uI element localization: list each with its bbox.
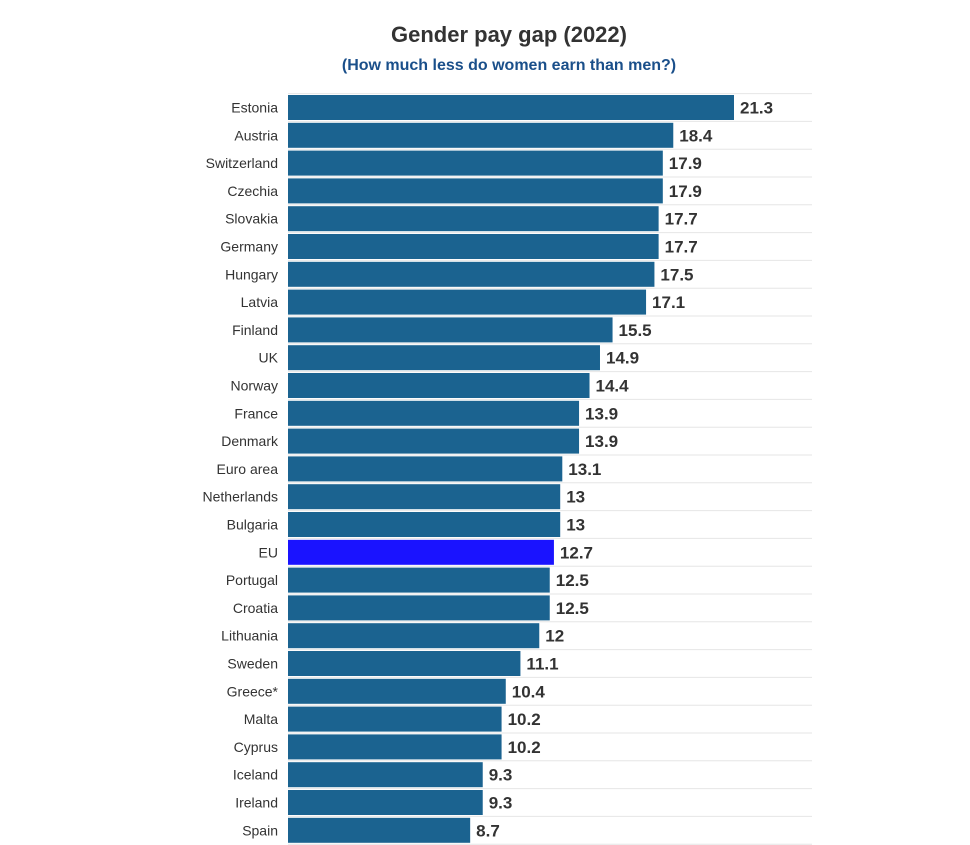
category-label: Lithuania (221, 628, 278, 644)
category-label: Latvia (241, 294, 279, 310)
bar-uk (288, 345, 600, 371)
category-label: France (234, 405, 278, 421)
category-label: Cyprus (234, 739, 278, 755)
category-label: Portugal (226, 572, 278, 588)
value-label: 13 (566, 516, 585, 535)
value-label: 17.9 (669, 154, 702, 173)
bar-denmark (288, 428, 580, 454)
value-label: 13.9 (585, 404, 618, 423)
category-label: Iceland (233, 767, 278, 783)
bar-malta (288, 706, 502, 732)
category-label: Slovakia (225, 211, 278, 227)
chart-title: Gender pay gap (2022) (391, 22, 627, 47)
category-label: EU (259, 544, 278, 560)
category-label: Croatia (233, 600, 278, 616)
category-label: Czechia (227, 183, 278, 199)
value-labels: 21.3 18.4 17.9 17.9 17.7 17.7 17.5 17.115.5 14.9… (476, 99, 773, 841)
bar-estonia (288, 95, 734, 120)
category-labels: Estonia Austria Switzerland Czechia Slovakia… (203, 100, 279, 839)
bar-sweden (288, 651, 521, 676)
value-label: 9.3 (489, 794, 513, 813)
bar-greece (288, 678, 506, 704)
category-label: Netherlands (203, 489, 279, 505)
bar-czechia (288, 178, 663, 204)
bar-portugal (288, 567, 550, 593)
category-label: Malta (244, 711, 278, 727)
bar-spain (288, 817, 471, 843)
value-label: 15.5 (619, 321, 652, 340)
bar-latvia (288, 289, 647, 315)
value-label: 17.7 (665, 210, 698, 229)
category-label: Ireland (235, 795, 278, 811)
bar-slovakia (288, 206, 659, 232)
bar-iceland (288, 762, 483, 788)
value-label: 21.3 (740, 99, 773, 118)
bar-cyprus (288, 734, 502, 760)
value-label: 8.7 (476, 821, 500, 840)
gridlines (288, 93, 812, 845)
value-label: 10.2 (508, 710, 541, 729)
bar-norway (288, 373, 590, 398)
value-label: 17.5 (660, 265, 693, 284)
value-label: 12.5 (556, 571, 589, 590)
bar-bulgaria (288, 512, 561, 537)
bar-finland (288, 317, 613, 343)
value-label: 9.3 (489, 766, 513, 785)
value-label: 12 (545, 627, 564, 646)
value-label: 13.1 (568, 460, 601, 479)
value-label: 12.7 (560, 543, 593, 562)
value-label: 13.9 (585, 432, 618, 451)
category-label: Euro area (217, 461, 279, 477)
value-label: 17.9 (669, 182, 702, 201)
category-label: Greece* (227, 683, 279, 699)
bar-switzerland (288, 150, 663, 176)
value-label: 11.1 (526, 655, 558, 674)
category-label: Switzerland (206, 155, 278, 171)
bar-hungary (288, 261, 655, 287)
category-label: Sweden (227, 656, 278, 672)
value-label: 14.4 (596, 377, 630, 396)
bar-ireland (288, 790, 483, 815)
value-label: 10.2 (508, 738, 541, 757)
value-label: 14.9 (606, 349, 639, 368)
category-label: UK (259, 350, 279, 366)
category-label: Estonia (231, 100, 278, 116)
bar-eu (288, 539, 554, 565)
bars (288, 95, 734, 843)
category-label: Spain (242, 822, 278, 838)
value-label: 18.4 (679, 126, 713, 145)
bar-austria (288, 122, 674, 148)
value-label: 12.5 (556, 599, 589, 618)
bar-netherlands (288, 484, 561, 510)
category-label: Hungary (225, 266, 278, 282)
value-label: 17.7 (665, 238, 698, 257)
bar-croatia (288, 595, 550, 621)
bar-euro-area (288, 456, 563, 482)
bar-lithuania (288, 623, 540, 649)
category-label: Austria (234, 127, 278, 143)
value-label: 17.1 (652, 293, 685, 312)
bar-france (288, 400, 580, 426)
value-label: 13 (566, 488, 585, 507)
category-label: Germany (220, 239, 278, 255)
category-label: Denmark (221, 433, 279, 449)
chart-subtitle: (How much less do women earn than men?) (341, 57, 677, 74)
bar-germany (288, 234, 659, 259)
category-label: Bulgaria (227, 517, 279, 533)
value-label: 10.4 (512, 682, 546, 701)
category-label: Finland (232, 322, 278, 338)
category-label: Norway (231, 378, 278, 394)
